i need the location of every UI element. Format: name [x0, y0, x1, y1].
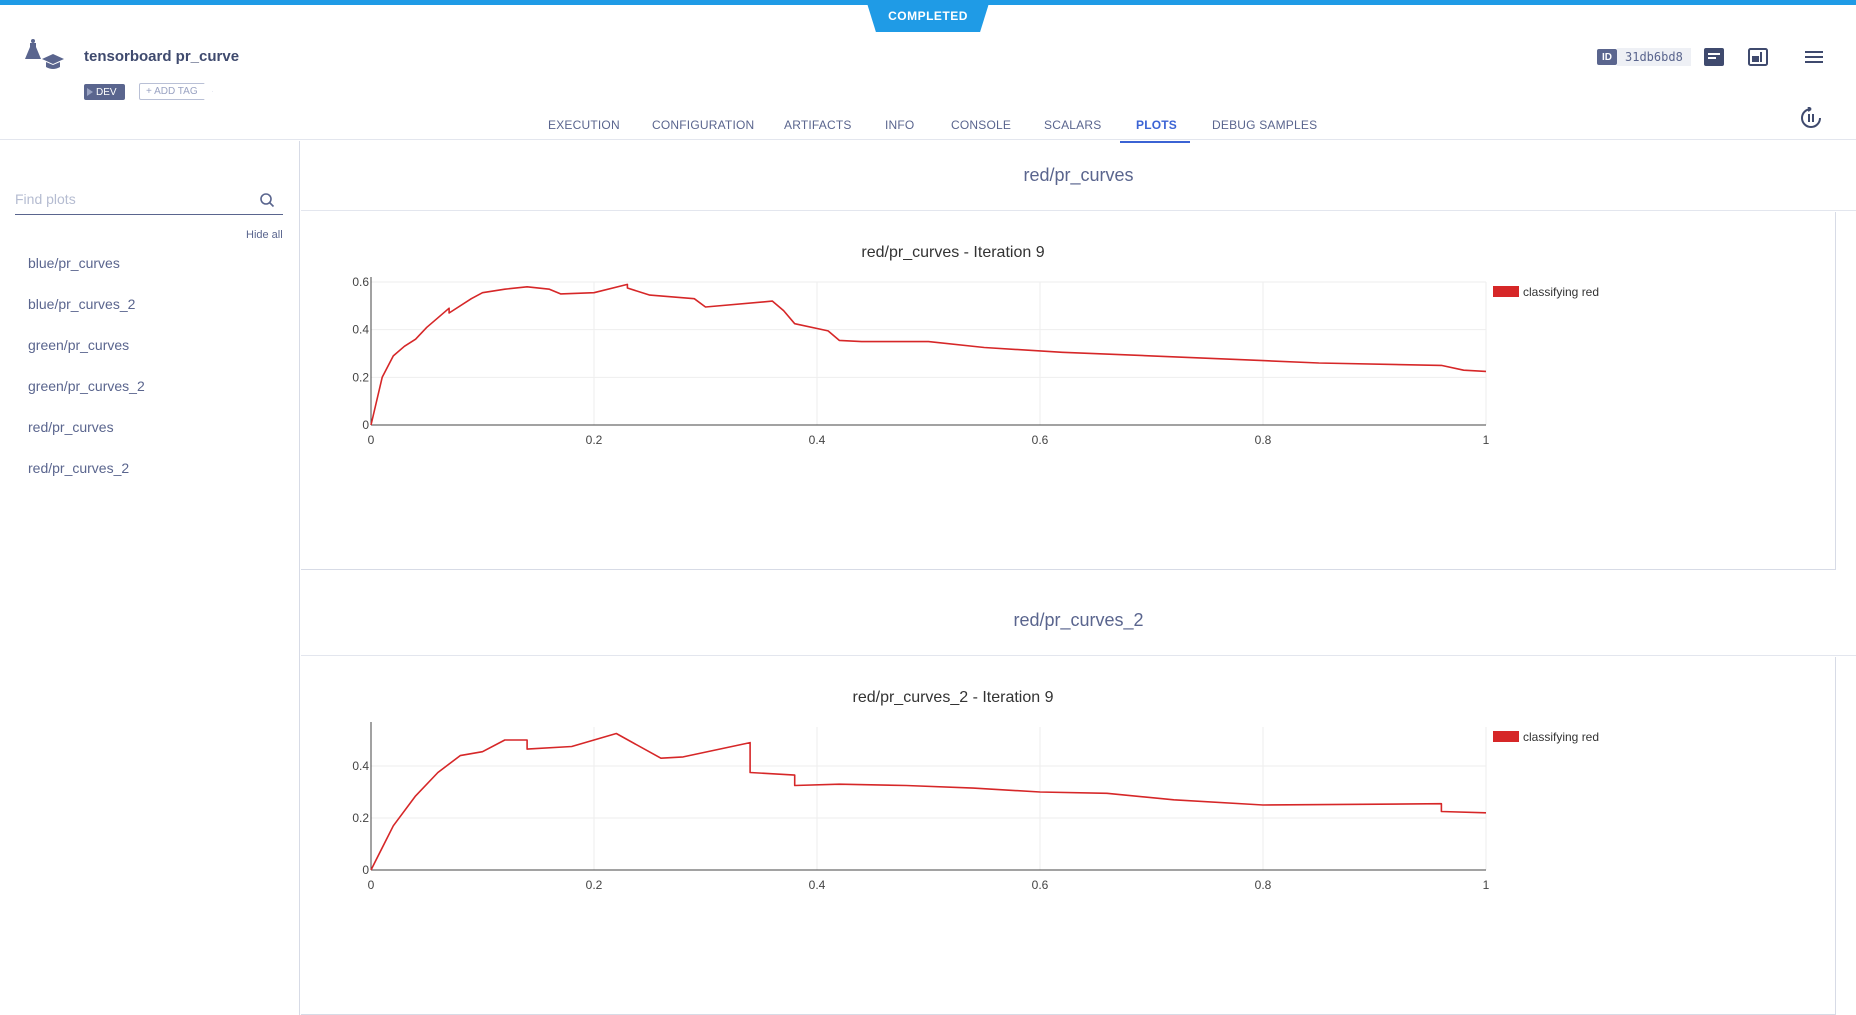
x-tick-label: 0.6 [1032, 433, 1049, 447]
y-tick-label: 0.4 [352, 323, 369, 337]
status-badge: COMPLETED [866, 0, 990, 32]
plot-list: blue/pr_curves blue/pr_curves_2 green/pr… [28, 255, 145, 501]
x-tick-label: 1 [1483, 878, 1490, 892]
tab-console[interactable]: CONSOLE [951, 118, 1012, 132]
legend-label: classifying red [1523, 285, 1599, 299]
plot-card: red/pr_curves_2 - Iteration 9 0 0.2 0.4 0.6 0… [301, 657, 1836, 1015]
x-tick-label: 0.8 [1255, 878, 1272, 892]
tab-info[interactable]: INFO [885, 118, 915, 132]
hide-all-button[interactable]: Hide all [246, 229, 283, 241]
tab-artifacts[interactable]: ARTIFACTS [784, 118, 852, 132]
x-tick-label: 0.4 [809, 433, 826, 447]
y-tick-label: 0.2 [352, 811, 369, 825]
pr-curve-chart[interactable]: red/pr_curves - Iteration 9 0 0.2 0.4 0.6 0.8… [301, 212, 1835, 569]
y-tick-label: 0 [362, 418, 369, 432]
series-line [370, 732, 1487, 871]
tab-execution[interactable]: EXECUTION [548, 118, 620, 132]
plot-item[interactable]: green/pr_curves_2 [28, 378, 145, 394]
find-plots-input[interactable] [15, 185, 245, 213]
add-tag-button[interactable]: + ADD TAG [139, 83, 213, 100]
info-panel-icon[interactable] [1703, 47, 1725, 67]
id-badge: ID [1597, 49, 1617, 65]
task-id[interactable]: ID 31db6bd8 [1597, 48, 1691, 66]
x-tick-label: 1 [1483, 433, 1490, 447]
section-title: red/pr_curves_2 [301, 586, 1856, 656]
x-tick-label: 0 [368, 878, 375, 892]
plot-item[interactable]: blue/pr_curves [28, 255, 120, 271]
plot-item[interactable]: blue/pr_curves_2 [28, 296, 136, 312]
legend-swatch [1493, 731, 1519, 742]
plot-item[interactable]: red/pr_curves [28, 419, 114, 435]
legend-label: classifying red [1523, 730, 1599, 744]
active-tab-indicator [1120, 141, 1190, 143]
search-icon[interactable] [259, 192, 275, 208]
x-tick-label: 0.8 [1255, 433, 1272, 447]
x-tick-label: 0.6 [1032, 878, 1049, 892]
series-line [370, 283, 1487, 426]
y-tick-label: 0 [362, 863, 369, 877]
tab-configuration[interactable]: CONFIGURATION [652, 118, 755, 132]
plot-search [15, 185, 283, 215]
menu-icon[interactable] [1803, 47, 1825, 67]
layout-toggle-icon[interactable] [1747, 47, 1769, 67]
y-tick-label: 0.6 [352, 275, 369, 289]
plot-card: red/pr_curves - Iteration 9 0 0.2 0.4 0.6 0.8… [301, 212, 1836, 570]
tab-bar: EXECUTION CONFIGURATION ARTIFACTS INFO C… [0, 108, 1856, 144]
y-tick-label: 0.4 [352, 759, 369, 773]
tab-scalars[interactable]: SCALARS [1044, 118, 1102, 132]
x-tick-label: 0.2 [586, 433, 603, 447]
x-tick-label: 0.2 [586, 878, 603, 892]
plots-area: red/pr_curves red/pr_curves - Iteration … [301, 141, 1856, 1015]
task-title: tensorboard pr_curve [84, 48, 240, 65]
x-tick-label: 0.4 [809, 878, 826, 892]
legend-swatch [1493, 286, 1519, 297]
tab-debug-samples[interactable]: DEBUG SAMPLES [1212, 118, 1318, 132]
pr-curve-chart[interactable]: red/pr_curves_2 - Iteration 9 0 0.2 0.4 0.6 0… [301, 657, 1835, 1014]
task-header: tensorboard pr_curve DEV + ADD TAG ID 31… [0, 5, 1856, 143]
tab-plots[interactable]: PLOTS [1136, 118, 1178, 132]
section-title: red/pr_curves [301, 141, 1856, 211]
auto-refresh-icon[interactable] [1800, 107, 1822, 129]
chart-title: red/pr_curves - Iteration 9 [861, 244, 1044, 261]
tag-dev[interactable]: DEV [84, 84, 125, 100]
x-tick-label: 0 [368, 433, 375, 447]
plot-item[interactable]: green/pr_curves [28, 337, 130, 353]
y-tick-label: 0.2 [352, 370, 369, 384]
plot-item[interactable]: red/pr_curves_2 [28, 460, 130, 476]
chart-title: red/pr_curves_2 - Iteration 9 [853, 689, 1054, 706]
id-value: 31db6bd8 [1617, 48, 1691, 66]
plots-sidebar: Hide all blue/pr_curves blue/pr_curves_2… [0, 141, 300, 1015]
experiment-icon [25, 39, 64, 69]
